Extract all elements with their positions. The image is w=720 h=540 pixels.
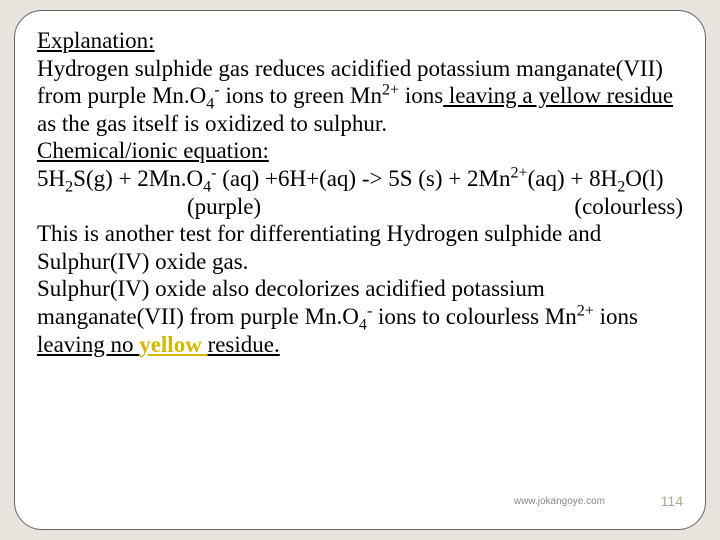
- label-colourless: (colourless): [574, 193, 683, 221]
- para3-d: leaving no: [37, 332, 139, 357]
- eq-c: (aq) +6H+(aq) -> 5S (s) + 2Mn: [216, 166, 510, 191]
- eq-e: O(l): [625, 166, 663, 191]
- eq-d: (aq) + 8H: [528, 166, 618, 191]
- para1-b: ions to green Mn: [220, 83, 382, 108]
- slide-card: Explanation: Hydrogen sulphide gas reduc…: [14, 10, 706, 530]
- slide-content: Explanation: Hydrogen sulphide gas reduc…: [37, 27, 683, 358]
- para3-c: ions: [594, 304, 638, 329]
- color-labels-row: (purple) (colourless): [37, 193, 683, 221]
- footer-url: www.jokangoye.com: [514, 496, 605, 507]
- para3-f: residue.: [208, 332, 280, 357]
- para3-b: ions to colourless Mn: [372, 304, 576, 329]
- para3-e: yellow: [139, 332, 207, 357]
- sub-4c: 4: [359, 317, 367, 334]
- para1-c: ions: [399, 83, 443, 108]
- para1-d: leaving a yellow residue: [443, 83, 673, 108]
- footer-page-number: 114: [661, 493, 683, 509]
- heading-explanation: Explanation:: [37, 28, 155, 53]
- heading-chemical: Chemical/ionic equation:: [37, 138, 269, 163]
- para1-e: as the gas itself is oxidized to sulphur…: [37, 111, 387, 136]
- sup-2plus-b: 2+: [510, 164, 527, 181]
- sup-2plus-c: 2+: [577, 302, 594, 319]
- sup-2plus-a: 2+: [382, 82, 399, 99]
- eq-a: 5H: [37, 166, 65, 191]
- label-purple: (purple): [37, 193, 261, 221]
- eq-b: S(g) + 2Mn.O: [73, 166, 203, 191]
- para2: This is another test for differentiating…: [37, 221, 601, 274]
